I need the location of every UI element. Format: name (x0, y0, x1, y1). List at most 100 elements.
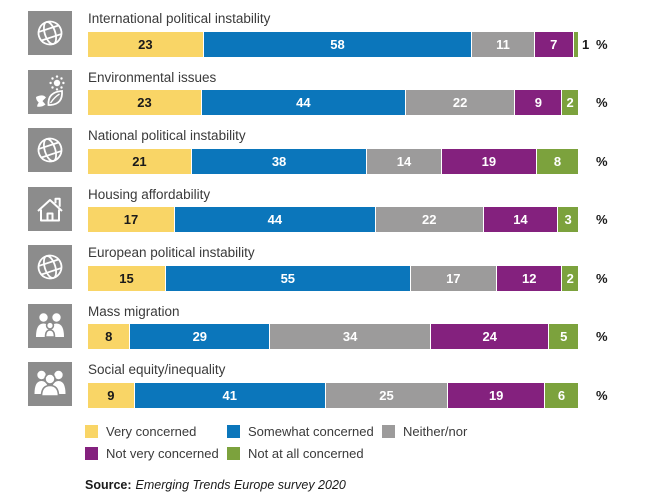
stacked-bar: 17 44 22 14 3 (88, 207, 578, 233)
bar-segment-not-at-all-concerned: 3 (557, 207, 578, 233)
legend-label: Neither/nor (403, 424, 468, 440)
bar-segment-not-very-concerned: 19 (447, 382, 545, 408)
bar-segment-somewhat-concerned: 29 (129, 324, 270, 350)
segment-value: 55 (280, 270, 296, 286)
bar-segment-neither-nor: 17 (409, 265, 496, 291)
category-label: European political instability (88, 245, 255, 261)
segment-value: 12 (521, 270, 537, 286)
legend-item-somewhat-concerned: Somewhat concerned (227, 424, 382, 439)
legend-row: Not very concerned Not at all concerned (85, 443, 655, 465)
bar-segment-not-at-all-concerned: 2 (561, 90, 578, 116)
bar-line: 21 38 14 19 8 % (88, 148, 655, 174)
segment-value: 44 (267, 212, 283, 228)
bar-segment-somewhat-concerned: 55 (164, 265, 410, 291)
category-label: International political instability (88, 11, 271, 26)
segment-value: 22 (421, 212, 437, 228)
segment-value: 34 (342, 329, 358, 345)
segment-value: 58 (330, 36, 345, 52)
bar-line: 17 44 22 14 3 % (88, 207, 655, 233)
legend-label: Not very concerned (106, 446, 219, 462)
bar-line: 23 58 11 7 1 1 % (88, 31, 655, 57)
bar-segment-somewhat-concerned: 58 (202, 31, 472, 57)
segment-value: 11 (496, 36, 510, 52)
segment-value: 24 (482, 329, 497, 345)
category-label: Mass migration (88, 303, 180, 319)
chart-row: European political instability 15 55 17 … (28, 245, 655, 291)
legend-swatch-very-concerned (85, 425, 98, 439)
segment-value: 5 (560, 329, 568, 345)
segment-value: 17 (446, 270, 461, 286)
stacked-bar: 9 41 25 19 6 (88, 382, 578, 408)
bar-segment-very-concerned: 15 (88, 265, 165, 291)
bar-segment-not-very-concerned: 9 (514, 90, 562, 116)
percent-sign: % (596, 36, 608, 52)
bar-segment-very-concerned: 23 (88, 31, 203, 57)
legend-swatch-somewhat-concerned (227, 425, 240, 439)
segment-value: 8 (105, 329, 113, 345)
segment-value: 15 (119, 270, 134, 286)
stacked-bar: 8 29 34 24 5 (88, 324, 578, 350)
bar-line: 15 55 17 12 2 % (88, 265, 655, 291)
chart-row: Mass migration 8 29 34 24 5 % (28, 303, 655, 350)
legend-label: Very concerned (106, 424, 197, 440)
chart-row: Environmental issues 23 44 22 9 2 % (28, 69, 655, 116)
segment-value: 25 (379, 387, 394, 403)
segment-value: 19 (481, 153, 497, 169)
segment-value: 2 (566, 95, 574, 111)
stacked-bar: 21 38 14 19 8 (88, 148, 578, 174)
bar-segment-neither-nor: 34 (269, 324, 431, 350)
legend-item-neither-nor: Neither/nor (382, 424, 467, 439)
bar-segment-very-concerned: 23 (88, 90, 201, 116)
environment-icon (28, 69, 72, 114)
chart-row: Housing affordability 17 44 22 14 3 % (28, 186, 655, 233)
legend: Very concerned Somewhat concerned Neithe… (85, 421, 655, 465)
segment-value: 21 (132, 153, 147, 169)
bar-segment-not-very-concerned: 7 (533, 31, 573, 57)
legend-item-not-very-concerned: Not very concerned (85, 446, 227, 461)
bar-segment-somewhat-concerned: 44 (200, 90, 405, 116)
stacked-bar: 15 55 17 12 2 (88, 265, 578, 291)
bar-segment-somewhat-concerned: 41 (133, 382, 325, 408)
chart-row: Social equity/inequality 9 41 25 19 6 % (28, 362, 655, 408)
source-text: Emerging Trends Europe survey 2020 (135, 477, 346, 492)
bar-segment-not-very-concerned: 24 (430, 324, 549, 350)
outside-segment-value: 1 (582, 36, 590, 52)
chart-row: International political instability 23 5… (28, 11, 655, 57)
bar-segment-neither-nor: 11 (471, 31, 534, 57)
family-icon (28, 303, 72, 348)
segment-value: 9 (107, 387, 115, 403)
segment-value: 44 (296, 95, 311, 111)
segment-value: 23 (137, 95, 152, 111)
category-label: Social equity/inequality (88, 362, 226, 378)
legend-swatch-not-at-all-concerned (227, 447, 240, 461)
bar-segment-not-at-all-concerned: 6 (544, 382, 578, 408)
group-icon (28, 362, 72, 407)
percent-sign: % (596, 153, 608, 169)
bar-segment-not-very-concerned: 14 (482, 207, 558, 233)
source-note: Source: Emerging Trends Europe survey 202… (85, 478, 655, 492)
segment-value: 9 (534, 95, 542, 111)
stacked-bar: 23 58 11 7 1 (88, 31, 578, 57)
percent-sign: % (596, 387, 608, 403)
chart-row: National political instability 21 38 14 … (28, 128, 655, 174)
legend-swatch-neither-nor (382, 425, 395, 439)
category-label: Housing affordability (88, 186, 211, 202)
bar-segment-very-concerned: 17 (88, 207, 175, 233)
house-icon (28, 186, 72, 231)
bar-segment-not-at-all-concerned: 2 (561, 265, 578, 291)
legend-item-very-concerned: Very concerned (85, 424, 227, 439)
segment-value: 3 (564, 212, 572, 228)
segment-value: 19 (488, 387, 504, 403)
segment-value: 8 (553, 153, 562, 169)
legend-item-not-at-all-concerned: Not at all concerned (227, 446, 382, 461)
bar-segment-not-very-concerned: 19 (440, 148, 537, 174)
bar-segment-not-very-concerned: 12 (495, 265, 562, 291)
bar-segment-neither-nor: 14 (366, 148, 441, 174)
bar-segment-very-concerned: 21 (88, 148, 191, 174)
stacked-bar: 23 44 22 9 2 (88, 90, 578, 116)
globe-icon (28, 128, 72, 173)
bar-segment-neither-nor: 25 (324, 382, 448, 408)
bar-segment-neither-nor: 22 (374, 207, 483, 233)
bar-segment-not-at-all-concerned: 1 (572, 31, 578, 57)
